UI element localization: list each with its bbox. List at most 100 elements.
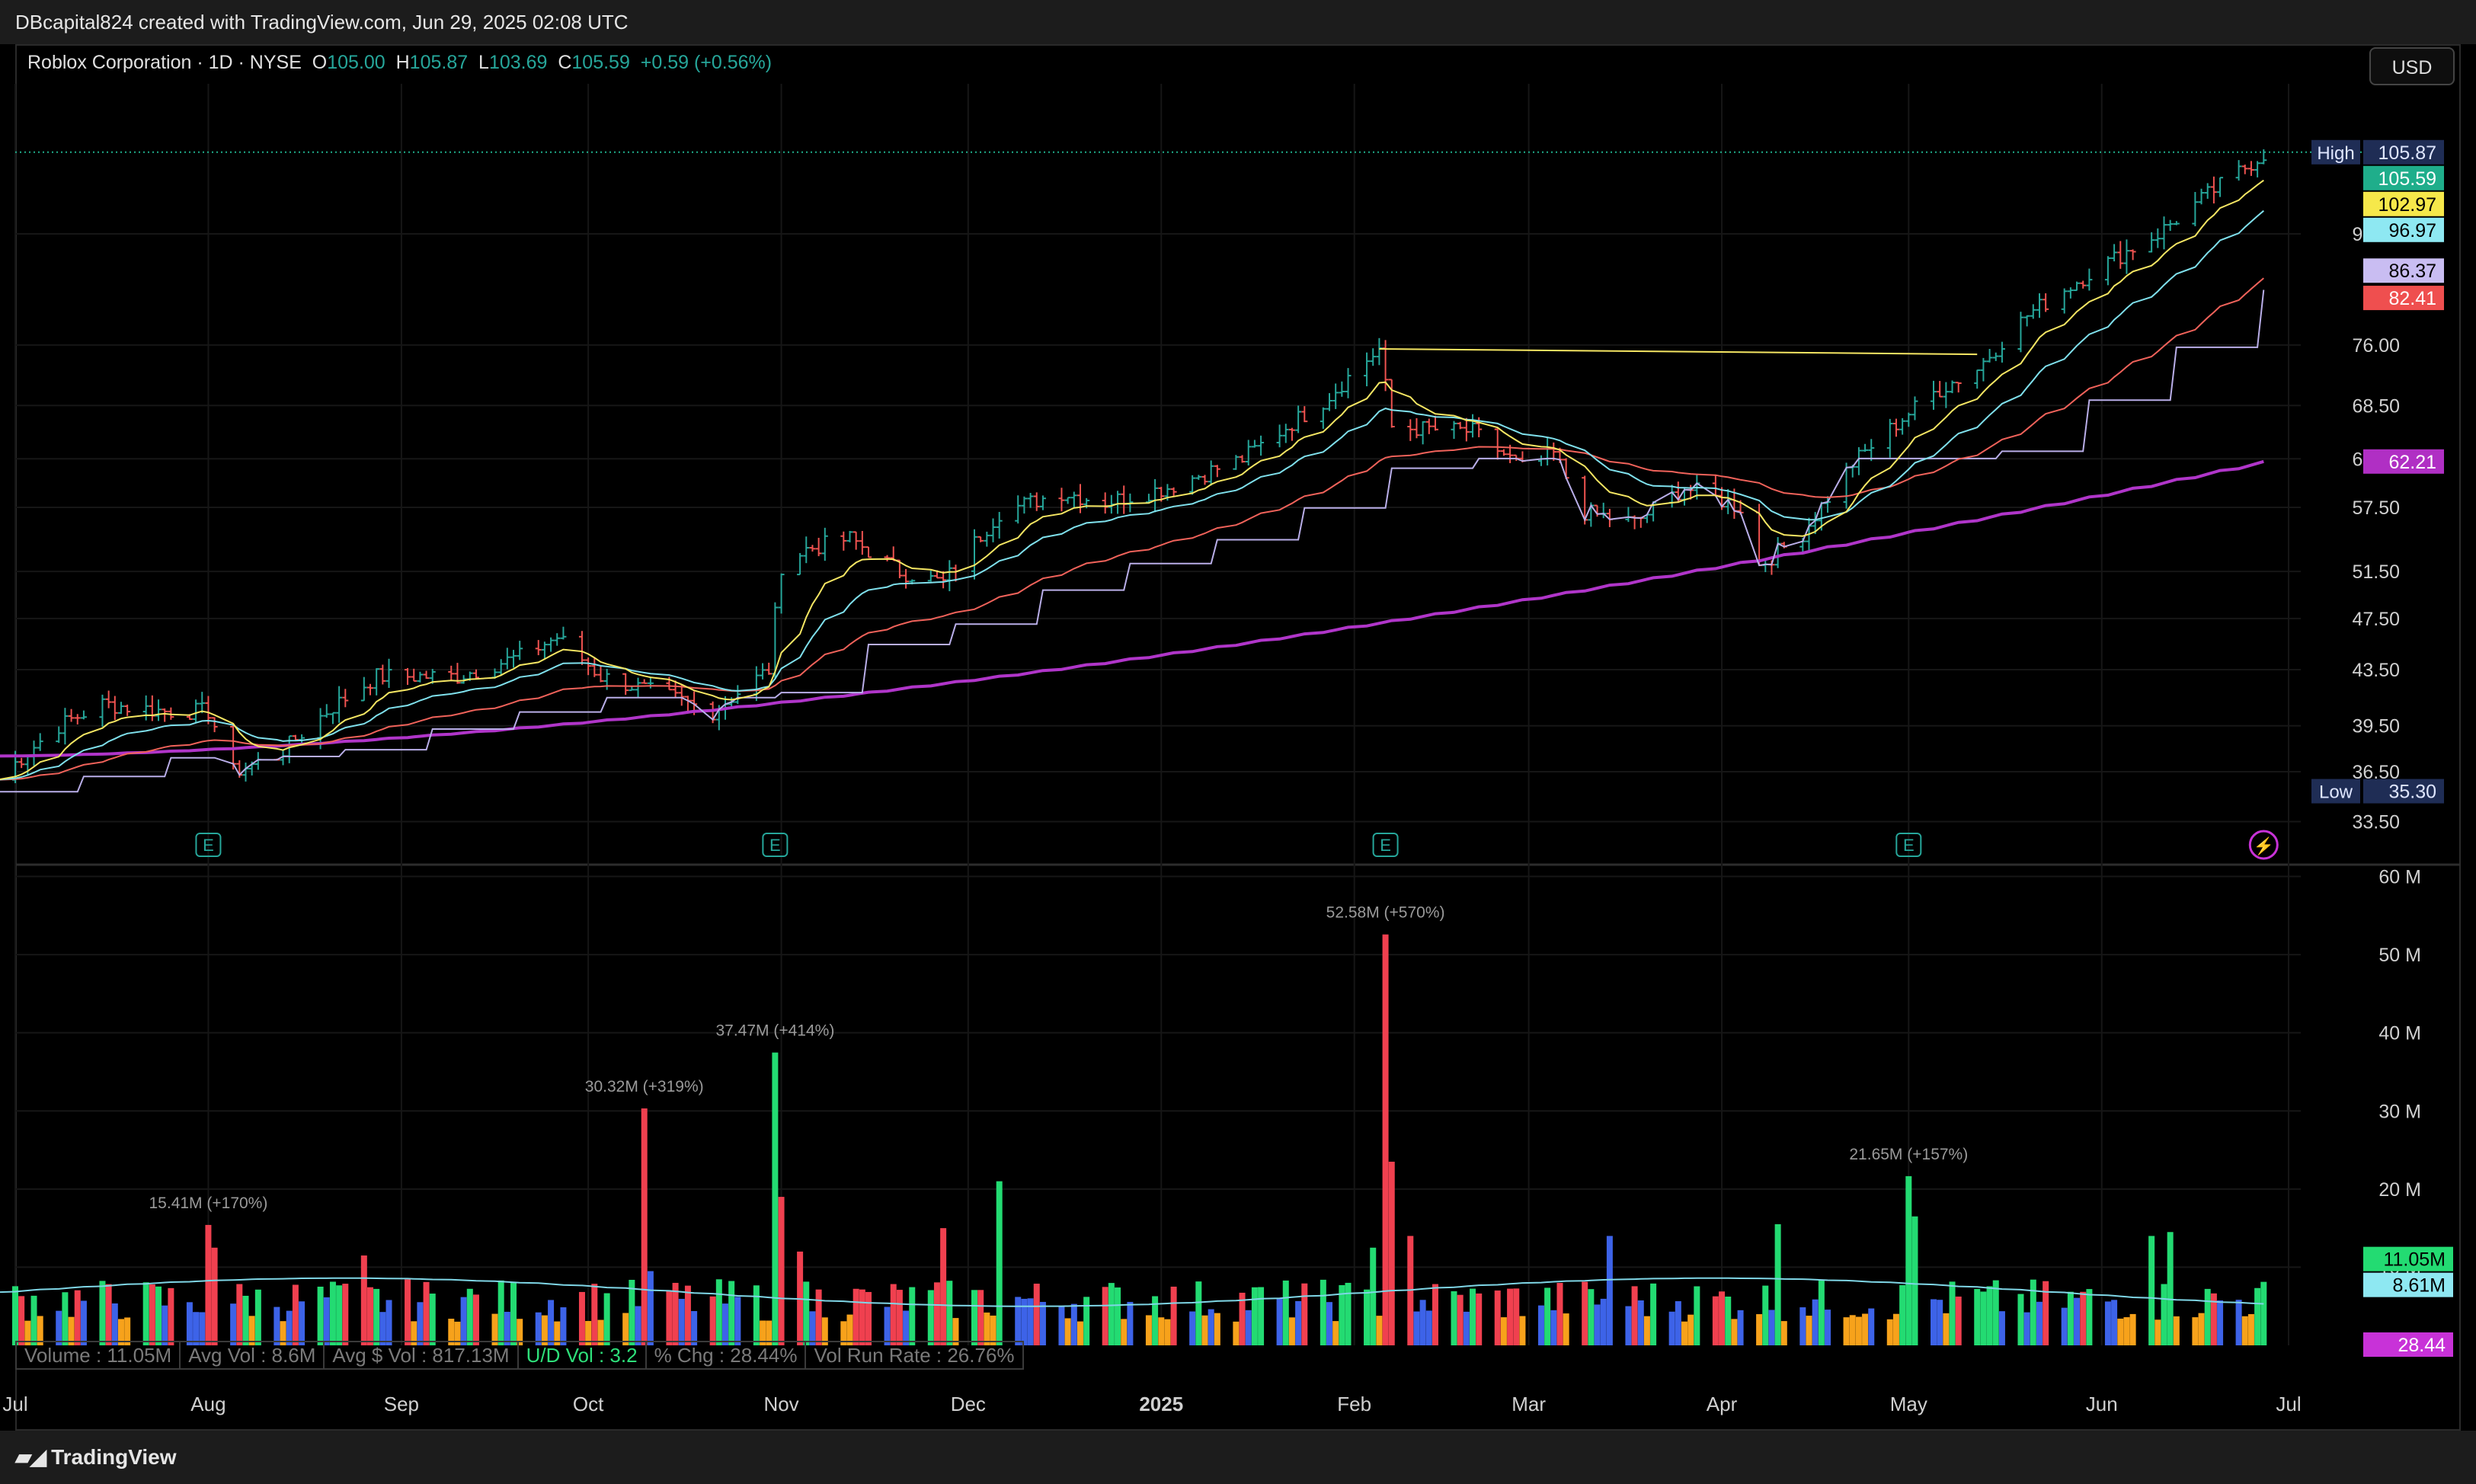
volume-bar [1637, 1300, 1644, 1345]
volume-bar [1083, 1297, 1090, 1345]
volume-bar [1102, 1287, 1108, 1345]
volume-bar [274, 1306, 280, 1345]
volume-bar [186, 1302, 193, 1345]
volume-bar [2023, 1312, 2030, 1345]
time-tick-label: Nov [763, 1393, 798, 1415]
volume-bar [1812, 1299, 1819, 1345]
volume-bar [1276, 1297, 1283, 1345]
volume-bar [1544, 1287, 1551, 1345]
volume-bar [709, 1296, 716, 1345]
price-label-text: 82.41 [2388, 288, 2436, 309]
volume-bar [1588, 1289, 1595, 1345]
volume-bar [2117, 1318, 2124, 1345]
volume-bar [1152, 1296, 1159, 1345]
volume-bar [622, 1313, 629, 1345]
volume-bar [117, 1319, 124, 1345]
brand-name: TradingView [51, 1445, 177, 1469]
currency-button[interactable]: USD [2369, 47, 2455, 85]
volume-bar [1039, 1301, 1046, 1345]
volume-bar [672, 1282, 679, 1345]
volume-bar [1992, 1280, 1999, 1345]
volume-bar [1258, 1287, 1265, 1345]
price-tick-label: 33.50 [2352, 812, 2400, 833]
volume-bar [385, 1300, 392, 1345]
volume-bar [1762, 1285, 1769, 1345]
volume-bar [111, 1303, 118, 1345]
volume-bar [2254, 1287, 2261, 1345]
volume-bars [12, 934, 2267, 1345]
open-label: O [312, 52, 328, 73]
volume-bar [124, 1317, 131, 1345]
volume-bar [840, 1321, 847, 1345]
time-tick-label: Jul [2276, 1393, 2301, 1415]
time-tick-label: 2025 [1139, 1393, 1183, 1415]
stat-vol-run-rate: Vol Run Rate : 26.76% [805, 1341, 1024, 1370]
close-label: C [558, 52, 572, 73]
volume-bar [199, 1312, 206, 1345]
volume-bar [933, 1282, 940, 1345]
volume-bar [1594, 1304, 1601, 1345]
volume-bar [554, 1321, 561, 1345]
volume-label-box [2363, 1332, 2453, 1357]
volume-bar [1239, 1292, 1246, 1345]
volume-bar [74, 1290, 81, 1345]
tradingview-logo[interactable]: ▰◢ TradingView [15, 1431, 177, 1484]
price-label-prefix-box [2311, 139, 2360, 165]
volume-bar [1731, 1319, 1738, 1345]
ema-fast-line [0, 179, 2264, 781]
price-label-box [2363, 779, 2444, 804]
price-label-text: 96.97 [2388, 220, 2436, 241]
volume-bar [248, 1316, 255, 1345]
volume-bar [2043, 1281, 2049, 1345]
ema-slow-line [0, 277, 2264, 781]
volume-bar [1382, 934, 1389, 1345]
earnings-marker [1895, 833, 1922, 857]
price-tick-label: 39.50 [2352, 716, 2400, 737]
volume-label-box [2363, 1272, 2453, 1297]
volume-bar [1855, 1316, 1862, 1345]
volume-bar [859, 1289, 865, 1345]
volume-bar [2173, 1316, 2180, 1345]
volume-bar [597, 1319, 604, 1345]
volume-bar [548, 1300, 555, 1345]
volume-bar [1058, 1306, 1065, 1345]
volume-bar [2036, 1301, 2043, 1345]
volume-bar [666, 1291, 673, 1345]
volume-bar [1507, 1288, 1514, 1345]
stats-table: Volume : 11.05M Avg Vol : 8.6M Avg $ Vol… [15, 1341, 1024, 1370]
volume-bar [1064, 1318, 1071, 1345]
price-label-text: 35.30 [2388, 782, 2436, 803]
volume-bar [2129, 1313, 2136, 1345]
tradingview-logo-icon: ▰◢ [15, 1445, 46, 1469]
price-tick-label: 47.50 [2352, 609, 2400, 630]
volume-bar [1076, 1321, 1083, 1345]
volume-bar [423, 1281, 430, 1345]
volume-bar [1943, 1313, 1950, 1345]
stat-avg-vol: Avg Vol : 8.6M [179, 1341, 325, 1370]
time-tick-label: Oct [573, 1393, 604, 1415]
volume-bar [1774, 1224, 1781, 1345]
volume-bar [1388, 1161, 1395, 1345]
volume-bar [491, 1313, 498, 1345]
volume-bar [1937, 1300, 1943, 1345]
volume-bar [1245, 1310, 1252, 1345]
volume-bar [1955, 1296, 1962, 1345]
volume-bar [454, 1321, 461, 1345]
volume-bar [2080, 1291, 2087, 1345]
price-label-text: 86.37 [2388, 261, 2436, 282]
stat-avg-dollar-vol: Avg $ Vol : 817.13M [323, 1341, 519, 1370]
volume-bar [535, 1312, 542, 1345]
volume-bar [242, 1295, 249, 1345]
volume-bar [1201, 1315, 1208, 1345]
price-label-box [2363, 165, 2444, 190]
volume-bar [803, 1281, 810, 1345]
price-label-box [2363, 139, 2444, 165]
bottom-bar: ▰◢ TradingView [0, 1431, 2476, 1484]
volume-bar [1931, 1299, 1937, 1345]
volume-bar [927, 1290, 934, 1345]
earnings-marker [762, 833, 789, 857]
volume-bar [2204, 1288, 2211, 1345]
top-credit-bar: DBcapital824 created with TradingView.co… [0, 0, 2476, 44]
volume-bar [1719, 1291, 1726, 1345]
